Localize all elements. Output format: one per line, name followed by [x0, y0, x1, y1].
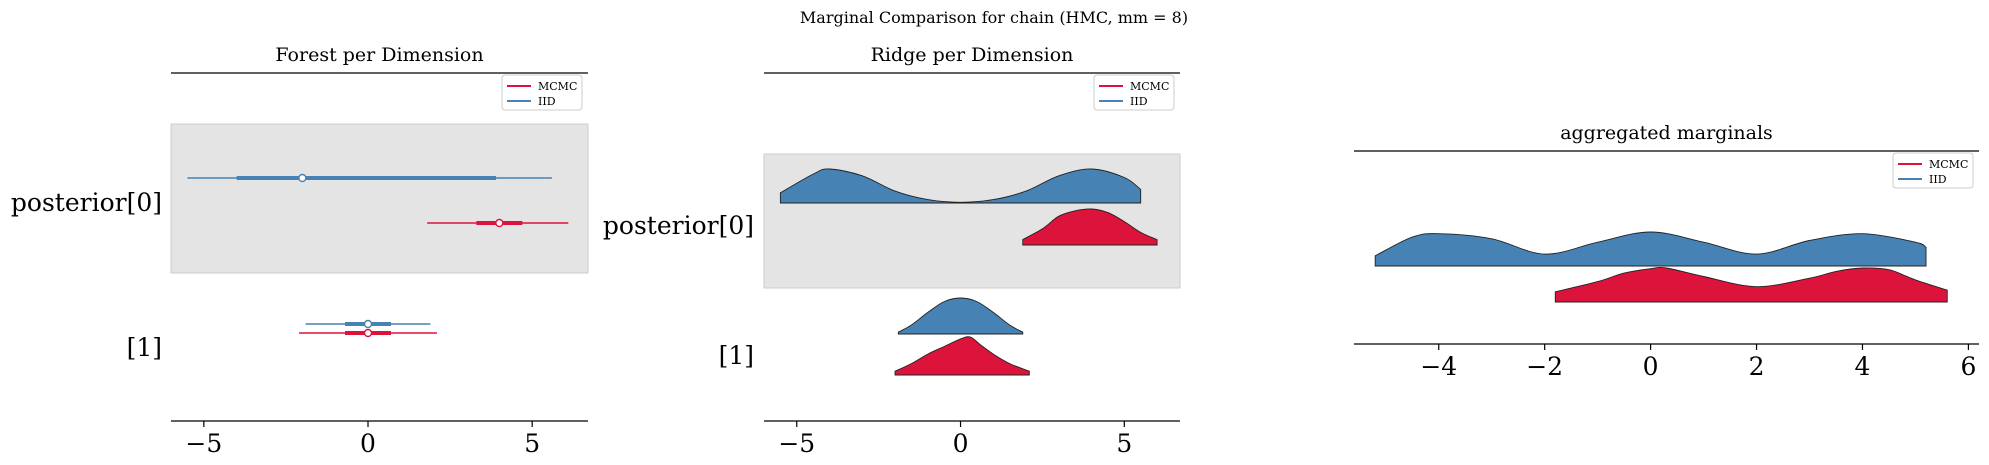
legend-label-mcmc: MCMC [1929, 158, 1968, 171]
forest-panel: Forest per Dimension posterior[0] [1] −5 0 5 M… [11, 44, 589, 458]
median-marker-mcmc [363, 328, 373, 338]
x-tick-label: 2 [1749, 352, 1765, 381]
x-tick-label: 5 [1116, 429, 1132, 458]
x-tick-label: 0 [953, 429, 969, 458]
median-marker-iid [298, 173, 307, 183]
axis-title: Forest per Dimension [275, 44, 483, 66]
ridge-density-mcmc [894, 336, 1030, 376]
figure-suptitle: Marginal Comparison for chain (HMC, mm =… [800, 8, 1188, 27]
x-tick-label: 4 [1855, 352, 1871, 381]
x-tick-label: −2 [1526, 352, 1563, 381]
median-marker-iid [363, 319, 373, 329]
x-tick-label: 5 [524, 429, 540, 458]
legend-label-iid: IID [538, 95, 556, 108]
ridge-density-mcmc [1022, 208, 1158, 246]
legend-label-mcmc: MCMC [1130, 80, 1169, 93]
x-tick-label: −4 [1420, 352, 1457, 381]
axis-title: Ridge per Dimension [871, 44, 1074, 66]
x-tick-label: 0 [1643, 352, 1659, 381]
legend-label-mcmc: MCMC [538, 80, 577, 93]
x-tick-label: −5 [185, 429, 222, 458]
x-tick-label: 6 [1960, 352, 1976, 381]
aggregated-panel: aggregated marginals −4 −2 0 2 4 6 MCMC IID [1354, 122, 1979, 381]
row-label: posterior[0] [603, 211, 754, 240]
median-marker-mcmc [495, 218, 504, 228]
aggregated-density-iid [1374, 231, 1927, 267]
row-band-highlight [170, 123, 589, 274]
legend-label-iid: IID [1929, 173, 1947, 186]
ridge-density-iid [779, 168, 1142, 204]
aggregated-density-mcmc [1554, 266, 1948, 303]
ridge-panel: Ridge per Dimension posterior[0] [1] −5 0 5 MC… [603, 44, 1181, 458]
row-label: [1] [127, 333, 162, 362]
x-tick-label: −5 [778, 429, 815, 458]
ridge-density-iid [897, 297, 1024, 335]
legend-label-iid: IID [1130, 95, 1148, 108]
row-label: posterior[0] [11, 188, 162, 217]
axis-title: aggregated marginals [1560, 122, 1773, 144]
x-tick-label: 0 [360, 429, 376, 458]
row-label: [1] [719, 341, 754, 370]
